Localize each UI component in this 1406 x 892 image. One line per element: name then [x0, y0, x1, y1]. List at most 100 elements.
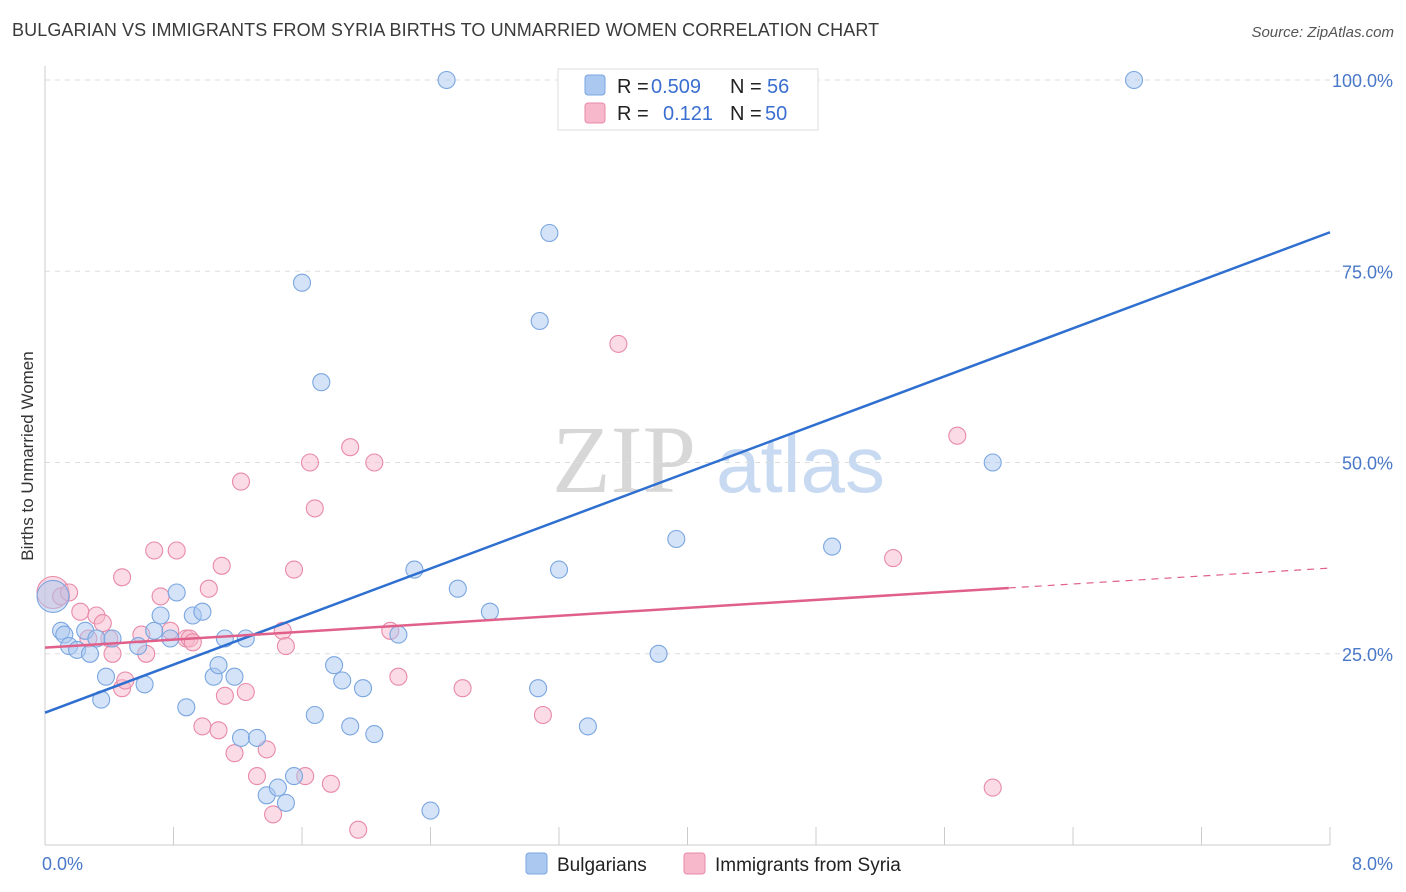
scatter-point — [231, 472, 251, 491]
trendline-syria — [44, 586, 1009, 649]
scatter-point — [236, 682, 255, 702]
scatter-point — [480, 602, 499, 621]
y-tick-label: 75.0% — [1342, 262, 1393, 282]
scatter-point — [145, 541, 164, 560]
scatter-point — [312, 373, 331, 392]
scatter-point — [284, 767, 304, 786]
scatter-point — [103, 644, 122, 663]
scatter-point — [193, 717, 212, 736]
scatter-point — [177, 698, 196, 717]
scatter-point — [80, 644, 100, 663]
legend-swatch-bulgarians — [584, 74, 606, 96]
scatter-point — [284, 560, 304, 579]
scatter-point — [167, 541, 186, 560]
scatter-point — [231, 728, 251, 747]
scatter-point — [1124, 70, 1144, 90]
scatter-point — [389, 625, 408, 644]
scatter-point — [533, 705, 552, 725]
scatter-point — [389, 667, 408, 686]
scatter-point — [649, 644, 668, 663]
chart-title: BULGARIAN VS IMMIGRANTS FROM SYRIA BIRTH… — [12, 20, 880, 40]
scatter-point — [193, 602, 212, 621]
scatter-point — [276, 637, 295, 656]
legend-r-label-1: R = — [617, 76, 649, 98]
scatter-point — [151, 606, 170, 625]
scatter-point — [93, 614, 112, 633]
bottom-legend-label-syria: Immigrants from Syria — [715, 855, 901, 876]
scatter-point — [305, 705, 324, 725]
y-axis-label: Births to Unmarried Women — [18, 351, 37, 560]
scatter-point — [437, 70, 456, 90]
scatter-point — [349, 820, 368, 839]
scatter-point — [529, 679, 548, 698]
scatter-point — [983, 453, 1002, 472]
scatter-point — [36, 579, 70, 613]
scatter-point — [96, 667, 116, 686]
y-tick-label: 25.0% — [1342, 645, 1393, 665]
trendline-bulgarians — [44, 231, 1331, 714]
bottom-legend-label-bulgarians: Bulgarians — [557, 855, 647, 876]
scatter-point — [341, 438, 360, 457]
scatter-point — [209, 656, 228, 675]
scatter-point — [292, 273, 312, 292]
x-tick-label-max: 8.0% — [1352, 854, 1393, 874]
scatter-point — [453, 679, 472, 698]
scatter-point — [549, 560, 569, 579]
scatter-point — [247, 767, 267, 786]
scatter-point — [448, 579, 467, 598]
scatter-point — [540, 223, 559, 243]
bottom-legend: Bulgarians Immigrants from Syria — [525, 852, 901, 876]
legend-n-label-2: N = — [730, 103, 762, 125]
scatter-point — [225, 667, 244, 686]
scatter-point — [212, 556, 231, 575]
scatter-point — [199, 579, 218, 598]
scatter-point — [276, 793, 295, 812]
scatter-point — [948, 426, 967, 445]
bottom-legend-swatch-syria — [683, 852, 706, 875]
scatter-point — [268, 778, 287, 797]
scatter-point — [609, 334, 628, 353]
scatter-point — [341, 717, 360, 736]
scatter-point — [333, 671, 352, 690]
scatter-point — [129, 637, 148, 656]
scatter-point — [300, 453, 320, 472]
scatter-point — [325, 656, 344, 675]
scatter-point — [353, 679, 373, 698]
scatter-point — [321, 774, 340, 793]
scatter-point — [530, 311, 549, 331]
scatter-point — [983, 778, 1002, 797]
scatter-point — [113, 568, 132, 587]
scatter-point — [264, 805, 283, 824]
legend-r-value-1: 0.509 — [651, 76, 701, 98]
scatter-point — [257, 740, 276, 759]
scatter-point — [215, 686, 234, 705]
grid-layer — [45, 79, 1395, 655]
y-tick-label: 100.0% — [1332, 71, 1393, 91]
legend-n-value-2: 50 — [765, 103, 787, 125]
legend-swatch-syria — [584, 102, 606, 124]
watermark: ZIP atlas — [552, 406, 885, 513]
scatter-point — [209, 721, 228, 740]
scatter-point — [167, 583, 186, 602]
axis-layer: 25.0% 50.0% 75.0% 100.0% 0.0% 8.0% — [42, 66, 1393, 874]
y-tick-label: 50.0% — [1342, 454, 1393, 474]
legend-r-value-2: 0.121 — [663, 103, 713, 125]
x-tick-label-min: 0.0% — [42, 854, 83, 874]
scatter-point — [578, 717, 597, 736]
legend-box: R = 0.509 N = 56 R = 0.121 N = 50 — [557, 68, 819, 131]
scatter-point — [667, 529, 686, 549]
scatter-point — [823, 537, 842, 556]
legend-r-label-2: R = — [617, 103, 649, 125]
scatter-point — [247, 728, 267, 747]
scatter-point — [151, 587, 170, 606]
scatter-point — [365, 725, 384, 744]
scatter-point — [71, 602, 90, 621]
scatter-point — [225, 744, 244, 763]
chart-source: Source: ZipAtlas.com — [1251, 24, 1394, 41]
watermark-atlas: atlas — [716, 420, 885, 509]
legend-n-value-1: 56 — [767, 76, 789, 98]
bottom-legend-swatch-bulgarians — [525, 852, 548, 875]
scatter-point — [884, 549, 903, 568]
trendline-syria-extension — [1008, 567, 1331, 589]
